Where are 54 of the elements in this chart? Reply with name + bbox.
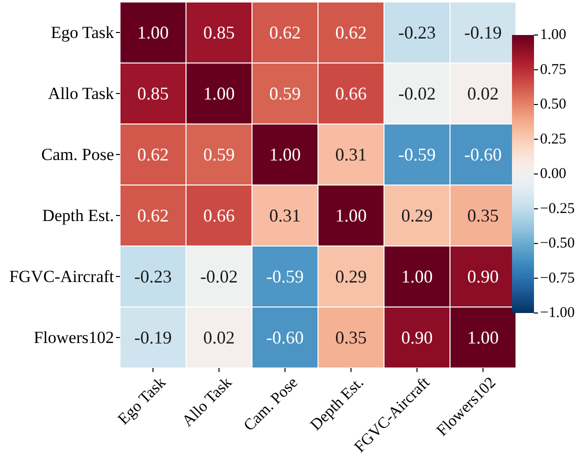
color-bar-label: −0.50 [540, 236, 575, 252]
data-label: 0.62 [137, 144, 169, 164]
data-label: 0.62 [137, 206, 169, 226]
y-tick-label: Allo Task [48, 84, 114, 103]
data-label: 0.31 [335, 144, 367, 164]
data-label: -0.60 [464, 144, 502, 164]
data-label: 0.35 [467, 206, 499, 226]
data-label: 0.85 [137, 84, 169, 104]
data-label: 1.00 [269, 144, 301, 164]
y-tick-label: Cam. Pose [41, 145, 114, 164]
data-label: 0.66 [335, 84, 367, 104]
data-label: 0.90 [467, 266, 499, 286]
data-label: 0.29 [401, 206, 433, 226]
y-tick-label: FGVC-Aircraft [9, 267, 114, 286]
color-bar-label: 0.25 [540, 131, 566, 148]
data-label: 0.62 [269, 22, 301, 42]
data-label: -0.02 [200, 266, 238, 286]
data-label: 1.00 [401, 266, 433, 286]
color-bar-label: 0.75 [540, 62, 566, 78]
y-tick-label: Depth Est. [42, 206, 114, 225]
data-label: 0.90 [401, 328, 433, 348]
data-label: 1.00 [203, 84, 235, 104]
data-label: -0.02 [398, 84, 436, 104]
x-tick-label: Ego Task [115, 374, 170, 428]
color-bar-label: −0.75 [540, 270, 575, 286]
data-label: 0.29 [335, 266, 367, 286]
data-label: 0.62 [335, 22, 367, 42]
color-bar-label: 0.50 [540, 96, 566, 112]
data-label: 1.00 [335, 206, 367, 226]
data-label: -0.23 [134, 266, 172, 286]
x-tick-label: Allo Task [179, 374, 236, 430]
color-bar-label: −0.25 [540, 200, 575, 217]
data-label: 0.31 [269, 206, 301, 226]
data-label: -0.59 [266, 266, 304, 286]
data-label: 0.66 [203, 206, 235, 226]
data-label: 0.85 [203, 22, 235, 42]
data-label: -0.19 [134, 328, 172, 348]
y-tick-label: Ego Task [50, 23, 114, 42]
x-tick-label: Cam. Pose [240, 374, 302, 435]
data-label: 0.02 [467, 84, 499, 104]
color-bar-label: 1.00 [540, 27, 566, 43]
color-bar-label: −1.00 [540, 305, 575, 321]
data-label: 0.59 [203, 144, 235, 164]
data-label: -0.59 [398, 144, 436, 164]
data-label: -0.60 [266, 328, 304, 348]
data-label: 1.00 [467, 328, 499, 348]
data-label: -0.19 [464, 22, 502, 42]
data-label: 1.00 [137, 22, 169, 42]
y-tick-label: Flowers102 [34, 328, 114, 347]
color-bar-label: 0.00 [540, 166, 566, 182]
data-label: 0.02 [203, 328, 235, 348]
data-label: 0.59 [269, 84, 301, 104]
data-label: -0.23 [398, 22, 436, 42]
data-label: 0.35 [335, 328, 367, 348]
